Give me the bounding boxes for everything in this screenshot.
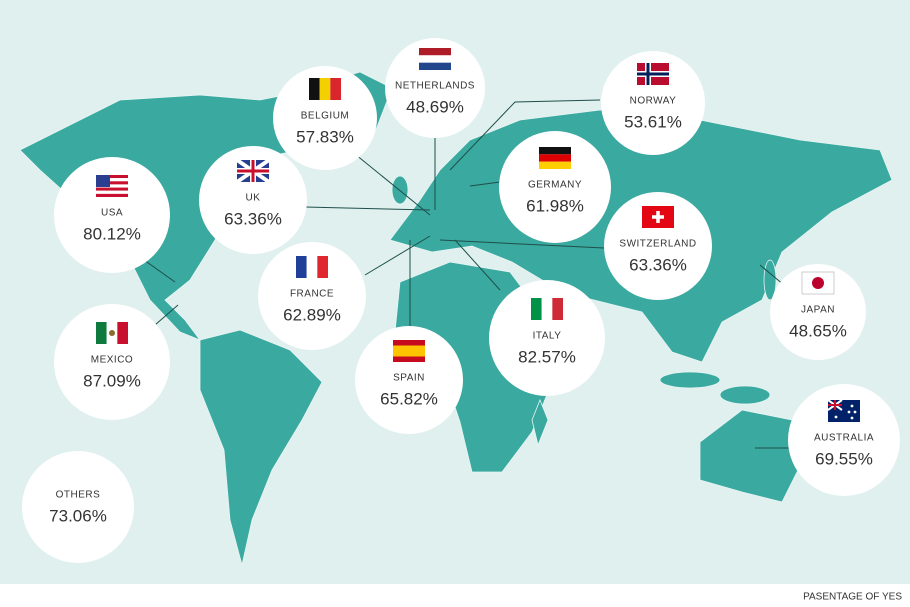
country-bubble <box>54 304 170 420</box>
flag <box>827 399 860 422</box>
stripe <box>309 78 320 100</box>
country-bubble <box>788 384 900 496</box>
footer-bar <box>0 584 910 602</box>
country-bubble <box>258 242 366 350</box>
country-value: 65.82% <box>380 389 438 408</box>
stripe <box>419 55 451 63</box>
country-name: GERMANY <box>528 180 582 191</box>
country-name: UK <box>246 193 261 204</box>
country-name: OTHERS <box>56 490 101 501</box>
flag <box>393 340 425 362</box>
star <box>853 410 857 414</box>
country-bubble <box>273 66 377 170</box>
stripe <box>531 298 542 320</box>
country-value: 48.69% <box>406 97 464 116</box>
flag <box>296 256 328 278</box>
flag <box>637 63 669 85</box>
stripe <box>96 190 128 194</box>
country-bubble <box>385 38 485 138</box>
stripe <box>330 78 341 100</box>
stripe <box>96 181 128 185</box>
country-name: MEXICO <box>91 355 133 366</box>
country-name: SWITZERLAND <box>619 239 696 250</box>
stripe <box>306 256 318 278</box>
country-value: 57.83% <box>296 127 354 146</box>
cross <box>828 400 842 410</box>
star <box>834 415 838 419</box>
stripe <box>96 178 128 182</box>
country-name: JAPAN <box>801 305 835 316</box>
stripe <box>96 184 128 188</box>
country-name: BELGIUM <box>301 111 350 122</box>
stripe <box>319 78 331 100</box>
star <box>850 404 854 408</box>
stripe <box>419 62 451 70</box>
flag <box>235 158 271 184</box>
emblem <box>109 330 115 336</box>
stripe <box>296 256 307 278</box>
stripe <box>539 147 571 155</box>
country-bubble <box>499 131 611 243</box>
country-bubble <box>770 264 866 360</box>
country-name: NORWAY <box>630 96 677 107</box>
country-bubble <box>199 146 307 254</box>
country-value: 80.12% <box>83 224 141 243</box>
flag <box>419 48 451 70</box>
country-name: SPAIN <box>393 373 425 384</box>
flag <box>642 206 674 228</box>
stripe <box>317 256 328 278</box>
country-value: 62.89% <box>283 305 341 324</box>
country-value: 63.36% <box>224 209 282 228</box>
country-bubble <box>601 51 705 155</box>
flag <box>539 147 571 169</box>
country-value: 63.36% <box>629 255 687 274</box>
flag <box>309 78 341 100</box>
country-value: 82.57% <box>518 347 576 366</box>
connectors <box>129 99 791 449</box>
country-bubble <box>355 326 463 434</box>
cross <box>637 63 669 85</box>
flag <box>96 175 128 197</box>
country-value: 53.61% <box>624 112 682 131</box>
country-name: AUSTRALIA <box>814 433 874 444</box>
stripe <box>96 193 128 197</box>
star <box>847 410 851 414</box>
country-name: ITALY <box>533 331 562 342</box>
stripe <box>117 322 128 344</box>
country-bubble <box>54 157 170 273</box>
flag <box>801 271 835 295</box>
band <box>393 345 425 357</box>
country-bubble <box>489 280 605 396</box>
country-name: USA <box>101 208 123 219</box>
stripe <box>96 187 128 191</box>
stripe <box>539 161 571 169</box>
country-value: 87.09% <box>83 371 141 390</box>
canton <box>96 175 110 187</box>
country-value: 61.98% <box>526 196 584 215</box>
country-name: NETHERLANDS <box>395 81 475 92</box>
cross <box>652 211 664 223</box>
flag <box>96 322 128 344</box>
country-value: 69.55% <box>815 449 873 468</box>
stripe <box>96 175 128 179</box>
stripe <box>539 154 571 162</box>
stripe <box>552 298 563 320</box>
stripe <box>419 48 451 56</box>
country-value: 48.65% <box>789 321 847 340</box>
sun <box>812 277 824 289</box>
footer-text: PASENTAGE OF YES <box>803 592 902 602</box>
stripe <box>541 298 553 320</box>
country-bubble <box>22 451 134 563</box>
flag <box>531 298 563 320</box>
cross <box>237 160 269 182</box>
stripe <box>96 322 107 344</box>
country-bubble <box>604 192 712 300</box>
country-name: FRANCE <box>290 289 334 300</box>
star <box>850 416 854 420</box>
country-value: 73.06% <box>49 506 107 525</box>
